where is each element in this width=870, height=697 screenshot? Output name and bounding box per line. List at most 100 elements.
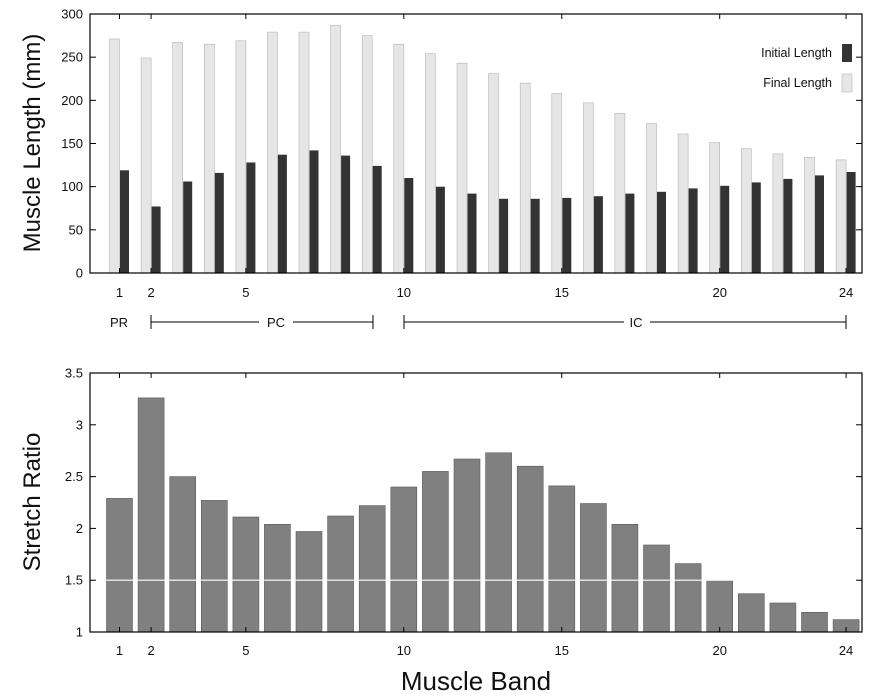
x-tick-label: 5 [242,643,249,658]
final-length-bar [204,43,215,274]
legend-initial-label: Initial Length [761,46,832,60]
legend: Initial Length Final Length [761,44,853,93]
muscle-groups: PR PC IC [110,315,847,330]
stretch-ratio-bar [137,397,165,633]
final-length-bar [425,53,436,274]
stretch-ratio-bar [327,515,354,633]
y-tick-label: 300 [61,7,83,22]
bottom-y-axis-label: Stretch Ratio [19,433,46,572]
group-pc-bracket [150,315,374,329]
initial-length-bar [688,188,698,273]
x-tick-label: 10 [397,643,411,658]
final-length-bar [519,82,531,274]
stretch-ratio-bars [106,397,860,633]
final-length-bar [551,93,563,274]
initial-length-bar [404,178,414,273]
y-tick-label: 50 [69,222,83,237]
stretch-ratio-bar [295,531,323,633]
bottom-axes: 1 1.5 2 2.5 3 3.5 1 2 5 10 15 20 24 [65,366,862,658]
length-bars [109,24,856,274]
stretch-ratio-bar [801,611,828,633]
stretch-ratio-bar [453,458,481,633]
stretch-ratio-bar [674,563,702,633]
x-tick-label: 24 [839,285,853,300]
stretch-ratio-bar [737,593,765,633]
final-length-bar [677,133,689,274]
x-tick-label: 15 [555,643,569,658]
group-ic-bracket [403,315,847,329]
final-length-bar [740,148,752,274]
stretch-ratio-bar [201,500,228,633]
initial-length-bar [372,165,382,273]
y-tick-label: 0 [76,266,83,281]
stretch-ratio-bar [390,486,418,633]
x-tick-label: 2 [147,285,154,300]
final-length-bar [330,24,341,274]
stretch-ratio-bar [232,516,260,633]
initial-length-bar [183,181,193,273]
initial-length-bar [625,193,635,273]
stretch-ratio-bar [611,523,639,633]
stretch-ratio-chart: 1 1.5 2 2.5 3 3.5 1 2 5 10 15 20 24 Stretch Ratio Mu… [19,366,863,696]
initial-length-bar [846,172,856,273]
bottom-x-axis-label: Muscle Band [401,666,551,696]
final-length-bar [235,40,247,274]
muscle-length-chart: 0 50 100 150 200 250 300 1 2 5 10 15 20 24 Muscle Len… [19,7,863,330]
stretch-ratio-bar [516,465,544,633]
top-axes: 0 50 100 150 200 250 300 1 2 5 10 15 20 24 [61,7,862,300]
x-tick-label: 1 [116,285,123,300]
initial-length-bar [720,185,730,273]
final-length-bar [393,43,405,274]
stretch-ratio-bar [548,485,576,633]
final-length-bar [172,42,183,274]
top-y-axis-label: Muscle Length (mm) [19,34,46,253]
final-length-bar [298,31,310,274]
stretch-ratio-bar [580,503,607,633]
legend-final-label: Final Length [763,76,832,90]
initial-length-bar [277,154,287,273]
y-tick-label: 250 [61,50,83,65]
initial-length-bar [657,191,666,273]
initial-length-bar [467,193,477,273]
group-pc-label: PC [267,315,285,330]
y-tick-label: 3.5 [65,366,83,381]
group-ic-label: IC [630,315,643,330]
initial-length-bar [151,206,161,273]
final-length-bar [361,35,373,274]
initial-length-bar [120,170,129,273]
final-length-bar [456,62,468,274]
final-length-bar [772,153,784,274]
stretch-ratio-bar [422,471,449,633]
x-tick-label: 5 [242,285,249,300]
stretch-ratio-bar [643,544,670,633]
final-length-bar [835,159,847,274]
stretch-ratio-bar [358,505,386,633]
final-length-bar [804,157,815,274]
initial-length-bar [214,172,224,273]
initial-length-bar [530,198,540,273]
x-tick-label: 10 [397,285,411,300]
final-length-bar [709,142,721,274]
final-length-bar [646,123,657,274]
stretch-ratio-bar [169,476,196,633]
y-tick-label: 100 [61,179,83,194]
initial-length-bar [751,182,761,273]
initial-length-bar [593,196,603,273]
y-tick-label: 200 [61,93,83,108]
x-tick-label: 20 [712,285,726,300]
initial-length-bar [246,162,256,273]
y-tick-label: 1 [76,625,83,640]
y-tick-label: 150 [61,136,83,151]
initial-length-bar [562,197,572,273]
initial-length-bar [341,155,351,273]
legend-final-swatch [841,73,853,93]
initial-length-bar [435,186,445,273]
legend-initial-swatch [842,44,852,62]
final-length-bar [614,113,626,274]
bottom-plot-frame [89,372,863,633]
group-pr-label: PR [110,315,128,330]
x-tick-label: 1 [116,643,123,658]
stretch-ratio-bar [106,498,133,633]
y-tick-label: 2.5 [65,469,83,484]
